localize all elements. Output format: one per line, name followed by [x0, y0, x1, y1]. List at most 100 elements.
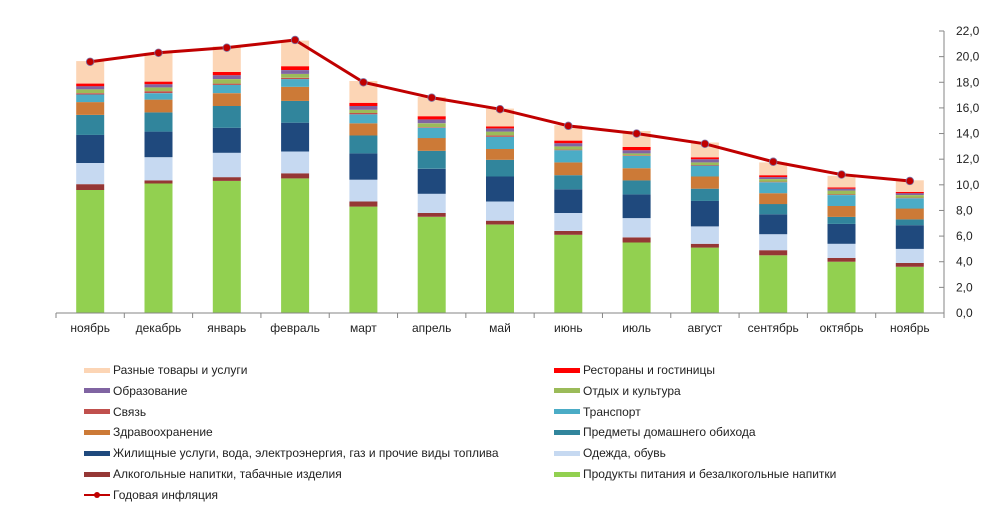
x-tick-label: октябрь — [820, 321, 864, 335]
bar-segment-alcohol — [759, 250, 788, 256]
bar-segment-clothing — [827, 243, 856, 258]
bar-segment-leisure — [486, 131, 514, 136]
bar-segment-misc — [349, 81, 378, 103]
legend-swatch — [84, 471, 110, 477]
bar-segment-health — [554, 162, 583, 176]
bar-segment-food — [281, 178, 310, 313]
bar-segment-clothing — [76, 163, 105, 185]
bar-segment-communication — [349, 113, 378, 115]
bar-segment-misc — [759, 162, 788, 176]
bar-segment-education — [554, 143, 583, 147]
bar-segment-health — [281, 86, 310, 101]
bar-segment-leisure — [622, 153, 651, 156]
legend-label: Здравоохранение — [113, 425, 213, 440]
legend-swatch — [554, 409, 580, 415]
bar-segment-misc — [144, 52, 173, 82]
y-tick-label: 22,0 — [956, 24, 980, 38]
bar-segment-health — [895, 208, 924, 220]
bar-segment-health — [349, 123, 378, 136]
bar-segment-clothing — [759, 234, 788, 251]
bar-segment-leisure — [417, 123, 446, 128]
bar-segment-education — [144, 84, 173, 88]
bar-segment-food — [76, 189, 105, 313]
bar-segment-leisure — [554, 146, 583, 150]
inflation-line-group — [85, 35, 915, 186]
legend-label: Продукты питания и безалкогольные напитк… — [583, 467, 837, 481]
bar-segment-restaurants — [759, 175, 788, 178]
y-tick-label: 0,0 — [956, 306, 973, 320]
bar-segment-restaurants — [349, 102, 378, 106]
bar-segment-food — [827, 261, 856, 313]
x-tick-label: апрель — [412, 321, 451, 335]
bar-segment-housing — [76, 134, 105, 163]
legend-swatch — [84, 429, 110, 435]
inflation-point — [222, 43, 231, 52]
bar-segment-communication — [759, 181, 788, 183]
bar-segment-furnishings — [690, 188, 719, 201]
legend-label: Связь — [113, 404, 147, 419]
legend-label: Годовая инфляция — [113, 487, 219, 502]
bar-segment-education — [895, 193, 924, 195]
legend-item-furnishings: Предметы домашнего обихода — [554, 422, 756, 442]
bar-segment-education — [281, 70, 310, 74]
legend-item-education: Образование — [84, 381, 187, 401]
bar-segment-furnishings — [417, 150, 446, 169]
bar-segment-leisure — [281, 73, 310, 78]
bar-segment-housing — [622, 194, 651, 219]
bar-segment-clothing — [144, 157, 173, 181]
bar-segment-transport — [486, 136, 514, 149]
bar-segment-transport — [827, 195, 856, 206]
bar-segment-health — [690, 176, 719, 189]
bar-segment-communication — [212, 83, 241, 85]
bar-segment-health — [417, 138, 446, 151]
legend-swatch — [554, 429, 580, 435]
y-tick-label: 2,0 — [956, 280, 973, 294]
bar-segment-transport — [895, 198, 924, 209]
bar-segment-housing — [486, 176, 514, 202]
bar-segment-education — [349, 106, 378, 110]
bar-segment-food — [554, 234, 583, 313]
bar-segment-education — [622, 150, 651, 154]
legend-item-misc: Разные товары и услуги — [84, 360, 247, 380]
y-tick-label: 10,0 — [956, 178, 980, 192]
legend-line-marker-icon — [84, 490, 110, 500]
bar-segment-restaurants — [281, 66, 310, 70]
legend-swatch — [554, 388, 580, 394]
legend-swatch — [84, 367, 110, 373]
legend-item-transport: Транспорт — [554, 402, 641, 422]
legend-label: Рестораны и гостиницы — [583, 363, 715, 377]
bar-segment-alcohol — [212, 177, 241, 181]
bar-segment-communication — [76, 93, 105, 95]
bar-segment-leisure — [144, 87, 173, 92]
bar-segment-alcohol — [554, 231, 583, 235]
inflation-chart: ноябрь декабрь январь февраль март апрель май и… — [55, 24, 980, 335]
bar-segment-clothing — [281, 151, 310, 174]
bar-segment-leisure — [895, 195, 924, 198]
bar-segment-restaurants — [895, 191, 924, 194]
bar-segment-transport — [281, 79, 310, 87]
bar-segment-furnishings — [144, 112, 173, 132]
y-tick-label: 12,0 — [956, 152, 980, 166]
bar-segment-furnishings — [759, 204, 788, 215]
legend-item-health: Здравоохранение — [84, 422, 213, 442]
y-tick-label: 14,0 — [956, 127, 980, 141]
bar-segment-clothing — [212, 152, 241, 178]
bar-segment-health — [76, 102, 105, 115]
bar-segment-education — [827, 188, 856, 191]
bar-segment-alcohol — [486, 220, 514, 225]
bar-segment-restaurants — [144, 81, 173, 85]
inflation-point — [632, 129, 641, 138]
bar-segment-transport — [417, 127, 446, 139]
bar-segment-misc — [417, 97, 446, 117]
bar-segment-alcohol — [895, 263, 924, 267]
y-tick-label: 16,0 — [956, 101, 980, 115]
axes-group: ноябрь декабрь январь февраль март апрель май и… — [55, 24, 980, 335]
bar-segment-alcohol — [76, 184, 105, 190]
bar-segment-education — [690, 159, 719, 163]
bar-segment-restaurants — [76, 83, 105, 87]
bar-segment-food — [349, 206, 378, 313]
bar-segment-health — [212, 93, 241, 106]
bar-segment-furnishings — [622, 180, 651, 195]
legend-label: Транспорт — [583, 404, 641, 419]
bar-segment-health — [622, 168, 651, 181]
